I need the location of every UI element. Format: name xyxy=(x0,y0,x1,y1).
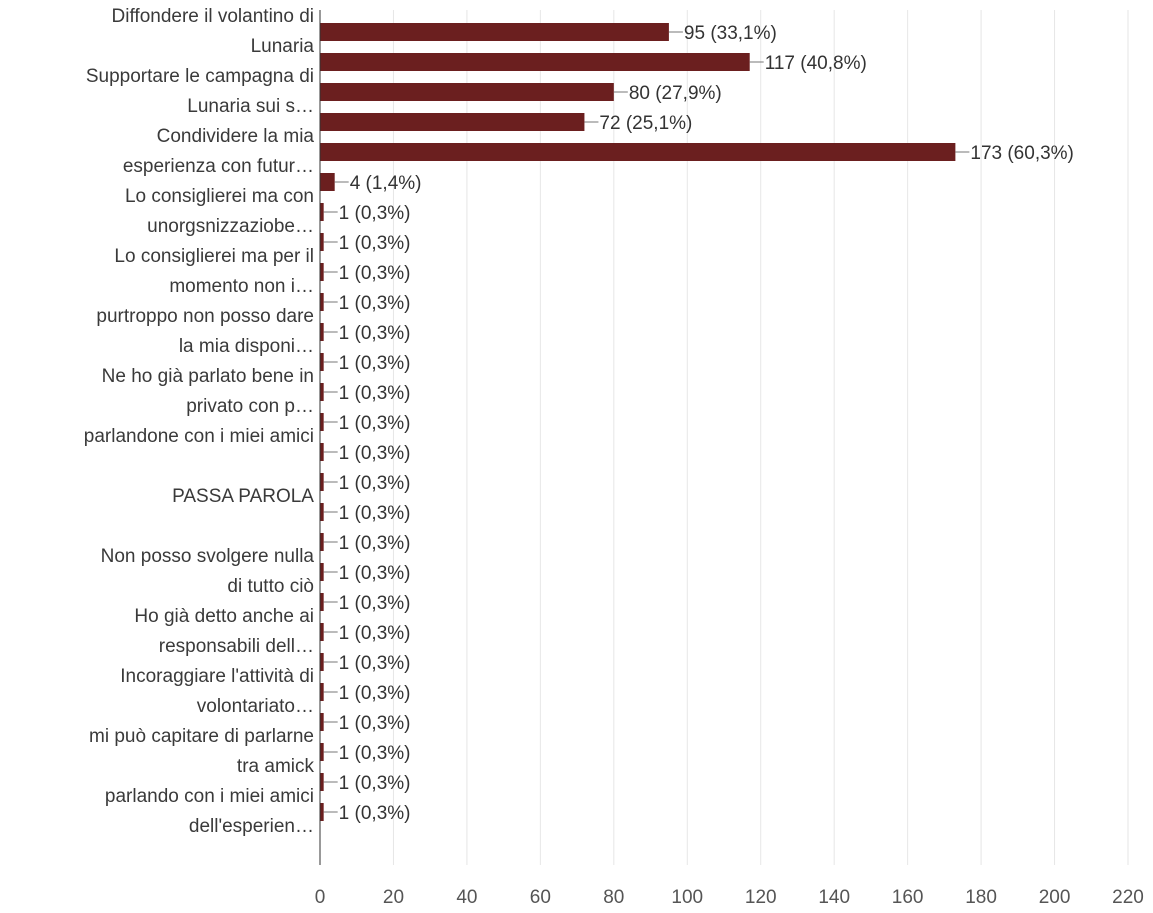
bar[interactable] xyxy=(320,653,324,671)
data-label: 1 (0,3%) xyxy=(339,743,411,764)
category-label: Diffondere il volantino di xyxy=(112,6,314,27)
data-label: 4 (1,4%) xyxy=(350,173,422,194)
category-label: Ne ho già parlato bene in xyxy=(102,366,314,387)
category-label: PASSA PAROLA xyxy=(172,486,314,507)
data-label: 1 (0,3%) xyxy=(339,323,411,344)
data-label: 1 (0,3%) xyxy=(339,233,411,254)
x-tick-label: 0 xyxy=(315,887,326,908)
data-label: 95 (33,1%) xyxy=(684,23,777,44)
bar[interactable] xyxy=(320,533,324,551)
category-label: la mia disponi… xyxy=(179,336,314,357)
category-label: Non posso svolgere nulla xyxy=(101,546,315,567)
category-label: privato con p… xyxy=(186,396,314,417)
category-label: Lo consiglierei ma per il xyxy=(114,246,314,267)
category-label: Condividere la mia xyxy=(157,126,315,147)
category-label: esperienza con futur… xyxy=(123,156,314,177)
data-label: 1 (0,3%) xyxy=(339,593,411,614)
data-labels: 95 (33,1%) 117 (40,8%) 80 (27,9%) 72 (25,1%… xyxy=(323,23,1074,824)
data-label: 1 (0,3%) xyxy=(339,773,411,794)
category-label: Lunaria sui s… xyxy=(187,96,314,117)
category-labels: Diffondere il volantino di Lunaria Support… xyxy=(84,6,315,837)
data-label: 1 (0,3%) xyxy=(339,263,411,284)
category-label: Incoraggiare l'attività di xyxy=(120,666,314,687)
x-tick-label: 160 xyxy=(892,887,924,908)
x-axis-ticks: 0 20 40 60 80 100 120 140 160 180 200 220 xyxy=(315,887,1144,908)
bar[interactable] xyxy=(320,803,324,821)
x-tick-label: 100 xyxy=(671,887,703,908)
category-label: di tutto ciò xyxy=(227,576,314,597)
data-label: 1 (0,3%) xyxy=(339,533,411,554)
data-label: 117 (40,8%) xyxy=(765,53,867,74)
data-label: 1 (0,3%) xyxy=(339,683,411,704)
data-label: 173 (60,3%) xyxy=(970,143,1074,164)
x-tick-label: 80 xyxy=(603,887,624,908)
bar[interactable] xyxy=(320,713,324,731)
bar[interactable] xyxy=(320,83,614,101)
bar[interactable] xyxy=(320,323,324,341)
data-label: 1 (0,3%) xyxy=(339,803,411,824)
category-label: volontariato… xyxy=(197,696,314,717)
data-label: 1 (0,3%) xyxy=(339,623,411,644)
gridlines xyxy=(392,10,1129,865)
category-label: parlando con i miei amici xyxy=(105,786,314,807)
bar[interactable] xyxy=(320,173,335,191)
category-label: purtroppo non posso dare xyxy=(96,306,314,327)
bar[interactable] xyxy=(320,593,324,611)
data-label: 1 (0,3%) xyxy=(339,203,411,224)
data-label: 1 (0,3%) xyxy=(339,383,411,404)
bar[interactable] xyxy=(320,683,324,701)
bar[interactable] xyxy=(320,443,324,461)
bars xyxy=(320,23,956,821)
data-label: 72 (25,1%) xyxy=(599,113,692,134)
category-label: Supportare le campagna di xyxy=(86,66,314,87)
category-label: responsabili dell… xyxy=(159,636,314,657)
data-label: 1 (0,3%) xyxy=(339,293,411,314)
bar[interactable] xyxy=(320,203,324,221)
bar[interactable] xyxy=(320,113,585,131)
bar[interactable] xyxy=(320,353,324,371)
x-tick-label: 120 xyxy=(745,887,777,908)
x-tick-label: 60 xyxy=(530,887,551,908)
bar[interactable] xyxy=(320,743,324,761)
data-label: 1 (0,3%) xyxy=(339,473,411,494)
x-tick-label: 200 xyxy=(1039,887,1071,908)
bar[interactable] xyxy=(320,53,750,71)
bar[interactable] xyxy=(320,623,324,641)
bar[interactable] xyxy=(320,263,324,281)
category-label: unorgsnizzaziobe… xyxy=(147,216,314,237)
bar[interactable] xyxy=(320,413,324,431)
bar[interactable] xyxy=(320,383,324,401)
category-label: Lunaria xyxy=(251,36,315,57)
x-tick-label: 40 xyxy=(456,887,477,908)
data-label: 1 (0,3%) xyxy=(339,653,411,674)
x-tick-label: 140 xyxy=(818,887,850,908)
bar[interactable] xyxy=(320,143,956,161)
data-label: 1 (0,3%) xyxy=(339,443,411,464)
category-label: tra amick xyxy=(237,756,315,777)
bar[interactable] xyxy=(320,293,324,311)
bar[interactable] xyxy=(320,773,324,791)
x-tick-label: 180 xyxy=(965,887,997,908)
category-label: dell'esperien… xyxy=(189,816,314,837)
bar[interactable] xyxy=(320,503,324,521)
category-label: Ho già detto anche ai xyxy=(134,606,314,627)
bar[interactable] xyxy=(320,233,324,251)
data-label: 1 (0,3%) xyxy=(339,353,411,374)
bar[interactable] xyxy=(320,473,324,491)
category-label: parlandone con i miei amici xyxy=(84,426,314,447)
data-label: 1 (0,3%) xyxy=(339,713,411,734)
category-label: Lo consiglierei ma con xyxy=(125,186,314,207)
bar[interactable] xyxy=(320,23,669,41)
category-label: momento non i… xyxy=(169,276,314,297)
x-tick-label: 220 xyxy=(1112,887,1144,908)
bar[interactable] xyxy=(320,563,324,581)
x-tick-label: 20 xyxy=(383,887,404,908)
category-label: mi può capitare di parlarne xyxy=(89,726,314,747)
data-label: 80 (27,9%) xyxy=(629,83,722,104)
data-label: 1 (0,3%) xyxy=(339,413,411,434)
data-label: 1 (0,3%) xyxy=(339,503,411,524)
data-label: 1 (0,3%) xyxy=(339,563,411,584)
